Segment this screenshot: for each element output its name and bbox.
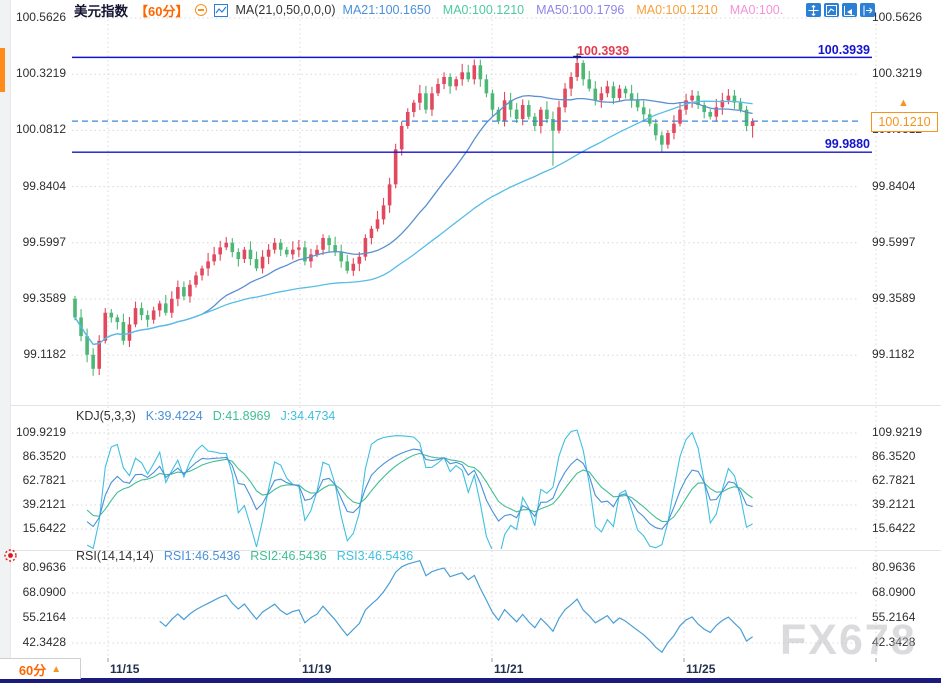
axis-label: 62.7821 xyxy=(22,473,66,487)
axis-label: 86.3520 xyxy=(872,449,916,463)
ma-value-label: MA50:100.1796 xyxy=(536,3,625,17)
kdj-panel-header: KDJ(5,3,3) K:39.4224 D:41.8969 J:34.4734 xyxy=(76,409,335,423)
chart-header: 美元指数 【60分】 MA(21,0,50,0,0,0) MA21:100.16… xyxy=(74,2,784,19)
axis-label: 62.7821 xyxy=(872,473,916,487)
axis-label: 109.9219 xyxy=(15,425,66,439)
panel-divider xyxy=(10,405,941,406)
panel-divider xyxy=(10,550,941,551)
symbol-title: 美元指数 xyxy=(74,4,128,19)
indicator-settings-icon[interactable] xyxy=(3,548,18,568)
axis-label: 99.5997 xyxy=(22,234,66,249)
kdj-title[interactable]: KDJ(5,3,3) xyxy=(76,409,136,423)
kdj-k-value: K:39.4224 xyxy=(145,409,203,423)
chart-toolbar xyxy=(806,3,875,17)
ma-value-label: MA0:100. xyxy=(729,3,784,17)
axis-label: 99.3589 xyxy=(22,291,66,305)
bottom-accent-bar xyxy=(0,678,941,683)
price-up-arrow-icon: ▲ xyxy=(898,97,909,109)
x-axis-date-label: 11/25 xyxy=(686,662,716,676)
support-level-label: 99.9880 xyxy=(824,137,870,151)
rsi1-value: RSI1:46.5436 xyxy=(163,549,241,563)
scrollbar-thumb[interactable] xyxy=(0,48,5,92)
axis-label: 99.8404 xyxy=(22,178,66,193)
period-selector[interactable]: 60分 ▲ xyxy=(0,658,81,679)
axis-label: 39.2121 xyxy=(22,497,66,511)
collapse-right-icon[interactable] xyxy=(860,3,875,17)
ma-value-label: MA0:100.1210 xyxy=(636,3,718,17)
rsi-title[interactable]: RSI(14,14,14) xyxy=(76,549,154,563)
rsi2-value: RSI2:46.5436 xyxy=(250,549,327,563)
period-label[interactable]: 【60分】 xyxy=(135,3,189,19)
x-axis-date-label: 11/15 xyxy=(110,662,140,676)
axis-label: 100.5626 xyxy=(872,10,923,24)
ma-value-label: MA21:100.1650 xyxy=(342,3,431,17)
ma-settings-label: MA(21,0,50,0,0,0) xyxy=(235,3,336,17)
candle-chart-icon[interactable] xyxy=(214,3,229,17)
axis-label: 100.0812 xyxy=(15,122,66,137)
axis-label: 42.3428 xyxy=(22,635,66,649)
ma-values-group: MA21:100.1650 MA0:100.1210 MA50:100.1796 MA… xyxy=(343,3,784,17)
axis-label: 68.0900 xyxy=(872,585,916,599)
axis-label: 42.3428 xyxy=(872,635,916,649)
axis-label: 99.1182 xyxy=(872,347,915,362)
x-axis-date-label: 11/21 xyxy=(494,662,524,676)
axis-label: 55.2164 xyxy=(22,610,66,624)
pan-tool-icon[interactable] xyxy=(806,3,821,17)
axis-label: 15.6422 xyxy=(22,521,66,535)
ma-value-label: MA0:100.1210 xyxy=(442,3,525,17)
axis-label: 99.3589 xyxy=(872,291,916,305)
high-price-annotation: 100.3939 xyxy=(577,44,630,58)
go-latest-icon[interactable] xyxy=(842,3,857,17)
axis-label: 109.9219 xyxy=(872,425,923,439)
axis-label: 80.9636 xyxy=(872,560,916,574)
axis-label: 100.3219 xyxy=(15,66,66,81)
axis-label: 68.0900 xyxy=(22,585,66,599)
fit-scale-icon[interactable] xyxy=(824,3,839,17)
collapse-circle-icon[interactable] xyxy=(195,4,208,16)
kdj-j-value: J:34.4734 xyxy=(280,409,336,423)
period-up-arrow-icon: ▲ xyxy=(51,663,62,675)
axis-label: 99.1182 xyxy=(23,347,67,362)
axis-label: 86.3520 xyxy=(22,449,66,463)
left-scroll-strip[interactable] xyxy=(0,0,11,678)
axis-label: 100.5626 xyxy=(15,10,66,24)
axis-label: 39.2121 xyxy=(872,497,916,511)
axis-label: 80.9636 xyxy=(22,560,66,574)
axis-label: 99.8404 xyxy=(872,178,916,193)
axis-label: 55.2164 xyxy=(872,610,916,624)
rsi-panel-header: RSI(14,14,14) RSI1:46.5436 RSI2:46.5436 … xyxy=(76,549,413,563)
current-price-tag: 100.1210 xyxy=(871,112,938,132)
axis-label: 100.3219 xyxy=(872,66,923,81)
resistance-level-label: 100.3939 xyxy=(817,43,870,57)
kdj-d-value: D:41.8969 xyxy=(212,409,271,423)
x-axis-date-label: 11/19 xyxy=(302,662,332,676)
rsi3-value: RSI3:46.5436 xyxy=(336,549,414,563)
period-selector-label: 60分 xyxy=(18,662,47,678)
axis-label: 99.5997 xyxy=(872,234,916,249)
axis-label: 15.6422 xyxy=(872,521,916,535)
